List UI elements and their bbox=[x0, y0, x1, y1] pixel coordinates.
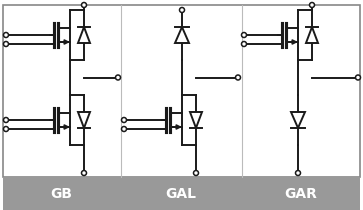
Circle shape bbox=[4, 33, 8, 38]
Circle shape bbox=[179, 8, 184, 13]
Circle shape bbox=[236, 75, 241, 80]
Bar bbox=[3, 5, 360, 177]
Polygon shape bbox=[291, 112, 305, 128]
Circle shape bbox=[82, 3, 86, 8]
Polygon shape bbox=[306, 27, 318, 43]
Circle shape bbox=[122, 126, 126, 131]
Circle shape bbox=[241, 42, 246, 46]
Circle shape bbox=[193, 171, 199, 176]
Text: GB: GB bbox=[50, 187, 72, 201]
Polygon shape bbox=[78, 112, 90, 128]
Circle shape bbox=[82, 171, 86, 176]
Polygon shape bbox=[78, 27, 90, 43]
Circle shape bbox=[241, 33, 246, 38]
Circle shape bbox=[115, 75, 121, 80]
Circle shape bbox=[355, 75, 360, 80]
Circle shape bbox=[4, 118, 8, 122]
Polygon shape bbox=[190, 112, 202, 128]
Bar bbox=[3, 177, 360, 210]
Text: GAR: GAR bbox=[285, 187, 317, 201]
Circle shape bbox=[310, 3, 314, 8]
Circle shape bbox=[4, 126, 8, 131]
Polygon shape bbox=[175, 27, 189, 43]
Text: GAL: GAL bbox=[166, 187, 196, 201]
Circle shape bbox=[4, 42, 8, 46]
Circle shape bbox=[295, 171, 301, 176]
Circle shape bbox=[122, 118, 126, 122]
